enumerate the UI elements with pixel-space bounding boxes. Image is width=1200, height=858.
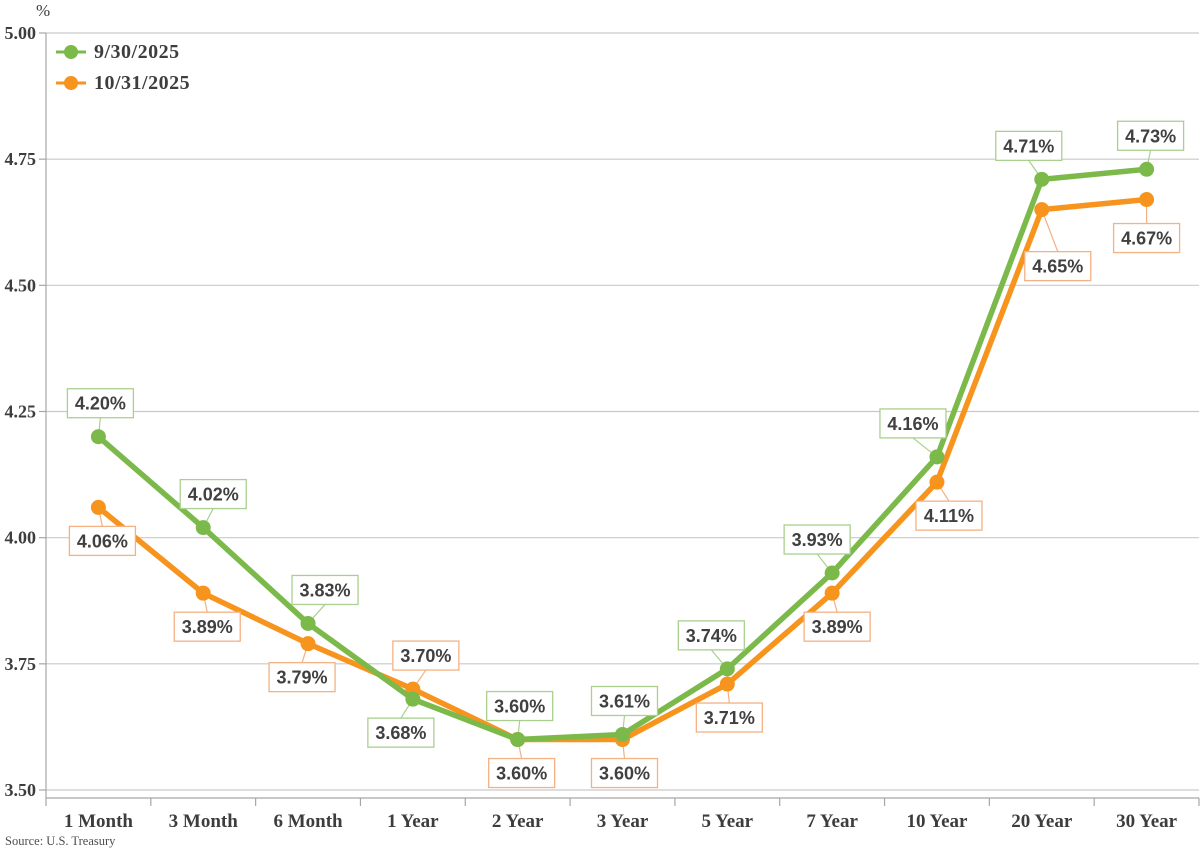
data-label: 3.71% (704, 708, 755, 728)
data-point (1034, 202, 1050, 218)
data-label-box (486, 690, 554, 722)
data-label-box (268, 661, 336, 693)
data-label: 4.73% (1125, 126, 1176, 146)
x-tick-label: 3 Year (597, 811, 649, 832)
x-tick-label: 6 Month (273, 811, 343, 832)
data-label: 4.16% (887, 414, 938, 434)
legend-item-oct-31: 10/31/2025 (56, 71, 190, 95)
data-point (824, 565, 840, 581)
data-label-box (995, 130, 1063, 162)
y-tick-label: 4.75 (5, 149, 37, 169)
data-label: 3.83% (300, 580, 351, 600)
data-label: 4.02% (188, 485, 239, 505)
legend-label-oct-31: 10/31/2025 (94, 71, 191, 94)
data-point (929, 474, 945, 490)
data-point (824, 585, 840, 601)
data-label: 3.61% (599, 691, 650, 711)
data-label-box (783, 524, 851, 555)
x-tick-label: 2 Year (492, 811, 544, 832)
x-tick-label: 1 Year (387, 811, 439, 832)
data-label: 4.20% (75, 394, 126, 414)
x-tick-label: 20 Year (1011, 811, 1073, 832)
legend: 9/30/2025 10/31/2025 (56, 40, 190, 95)
x-tick-label: 5 Year (702, 811, 754, 832)
data-label-box (291, 574, 359, 606)
x-tick-label: 10 Year (906, 811, 968, 832)
data-label-box (66, 388, 135, 419)
data-label: 3.79% (277, 668, 328, 688)
data-point (719, 661, 735, 677)
data-label-box (367, 717, 435, 748)
data-label-box (392, 640, 460, 671)
data-label: 3.74% (686, 626, 737, 646)
y-tick-label: 3.75 (5, 654, 37, 674)
data-label-box (879, 408, 947, 439)
data-label: 4.71% (1003, 136, 1054, 156)
data-label: 4.67% (1121, 229, 1172, 249)
data-point (1139, 161, 1155, 177)
x-tick-label: 3 Month (169, 811, 239, 832)
data-label: 3.89% (812, 617, 863, 637)
data-label: 4.65% (1032, 257, 1083, 277)
data-label-box (915, 500, 983, 531)
legend-label-sep-30: 9/30/2025 (94, 40, 180, 63)
data-point (1034, 171, 1050, 187)
series-line (95, 166, 1150, 743)
data-label: 3.60% (496, 764, 547, 784)
data-point (300, 615, 316, 631)
data-label-box (677, 620, 745, 651)
green-line-marker-icon (56, 45, 86, 59)
data-label: 3.60% (599, 764, 650, 784)
data-point (300, 636, 316, 652)
data-label: 3.60% (494, 697, 545, 717)
x-tick-label: 7 Year (806, 811, 858, 832)
data-label-box (590, 757, 659, 789)
data-point (195, 585, 211, 601)
data-point (510, 732, 526, 748)
x-tick-label: 1 Month (64, 811, 134, 832)
source-attribution: Source: U.S. Treasury (5, 834, 116, 848)
x-tick-label: 30 Year (1116, 811, 1178, 832)
data-label-box (68, 525, 137, 557)
data-label-box (1116, 120, 1185, 151)
data-label-box (488, 757, 556, 789)
data-label-box (173, 611, 241, 642)
data-point (405, 691, 421, 707)
y-tick-label: 4.25 (5, 402, 37, 422)
data-point (90, 429, 106, 445)
data-label-box (803, 611, 871, 642)
data-point (1139, 192, 1155, 208)
data-label-box (1112, 222, 1181, 254)
data-label: 4.11% (924, 506, 974, 526)
data-label-box (179, 478, 247, 510)
data-point (929, 449, 945, 465)
data-label: 4.06% (77, 531, 128, 551)
series-line (95, 196, 1150, 743)
legend-item-sep-30: 9/30/2025 (56, 40, 190, 64)
y-tick-label: 5.00 (5, 23, 37, 43)
data-label: 3.70% (400, 646, 451, 666)
y-tick-label: 4.50 (5, 275, 37, 295)
data-label-box (1024, 250, 1092, 282)
data-label-box (590, 685, 659, 717)
data-point (615, 726, 630, 742)
y-tick-label: 4.00 (5, 528, 37, 548)
data-label: 3.93% (792, 530, 843, 550)
orange-line-marker-icon (56, 76, 86, 90)
data-point (90, 499, 106, 515)
data-label-box (695, 702, 763, 733)
data-point (195, 520, 211, 536)
y-axis-unit-label: % (36, 1, 51, 20)
data-label: 3.89% (182, 617, 233, 637)
y-tick-label: 3.50 (5, 780, 37, 800)
data-label: 3.68% (375, 723, 426, 743)
data-point (719, 676, 735, 692)
